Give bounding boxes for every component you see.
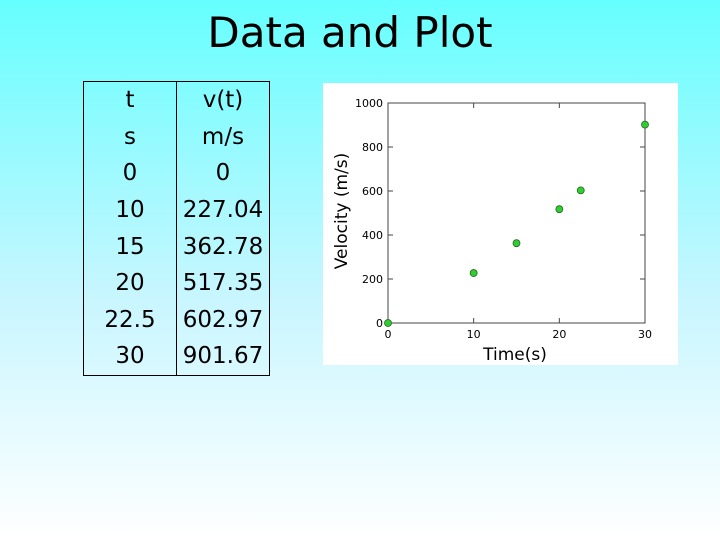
y-tick-label: 1000 [355,97,383,110]
cell-t: 0 [83,155,177,192]
y-tick-label: 0 [376,317,383,330]
cell-t: 15 [83,228,177,265]
cell-t: 10 [83,191,177,229]
cell-v: 362.78 [176,228,270,265]
plot-frame [387,102,646,324]
x-axis-title: Time(s) [482,345,547,365]
x-axis-ticks: 0 10 20 30 [385,103,652,341]
data-point [576,186,585,195]
y-tick-label: 400 [362,229,383,242]
y-tick-label: 600 [362,185,383,198]
table-units-row: s m/s [83,118,270,156]
x-tick-label: 30 [638,328,652,341]
data-point [384,319,392,327]
y-tick-label: 200 [362,273,383,286]
data-points [384,120,649,327]
data-point [469,269,478,277]
table-row: 20 517.35 [83,264,270,302]
cell-v: 901.67 [176,338,270,376]
y-axis-title: Velocity (m/s) [332,153,352,270]
unit-t: s [83,118,177,156]
scatter-plot: 0 200 400 600 800 1000 0 10 20 30 Velocity (m/s)… [323,83,678,365]
table-row: 30 901.67 [83,338,270,376]
column-header-v: v(t) [176,80,270,119]
cell-v: 0 [176,155,270,192]
cell-t: 30 [83,338,177,376]
table-row: 22.5 602.97 [83,301,270,339]
plot-canvas: 0 200 400 600 800 1000 0 10 20 30 Velocity (m/s)… [332,97,652,365]
table-header-row: t v(t) [83,80,270,119]
cell-t: 22.5 [83,301,177,339]
cell-v: 227.04 [176,191,270,229]
data-table: t v(t) s m/s 0 0 10 227.04 15 362.78 20 … [83,80,270,376]
cell-v: 602.97 [176,301,270,339]
data-point [641,120,649,129]
y-tick-label: 800 [362,141,383,154]
cell-t: 20 [83,264,177,302]
y-axis-ticks: 0 200 400 600 800 1000 [355,97,645,330]
column-header-t: t [83,80,177,119]
x-tick-label: 0 [385,328,392,341]
slide-title: Data and Plot [207,8,493,57]
x-tick-label: 20 [552,328,566,341]
data-point [555,205,564,214]
table-row: 0 0 [83,155,270,192]
cell-v: 517.35 [176,264,270,302]
table-row: 10 227.04 [83,191,270,229]
data-point [512,239,521,248]
unit-v: m/s [176,118,270,156]
table-row: 15 362.78 [83,228,270,265]
x-tick-label: 10 [467,328,481,341]
